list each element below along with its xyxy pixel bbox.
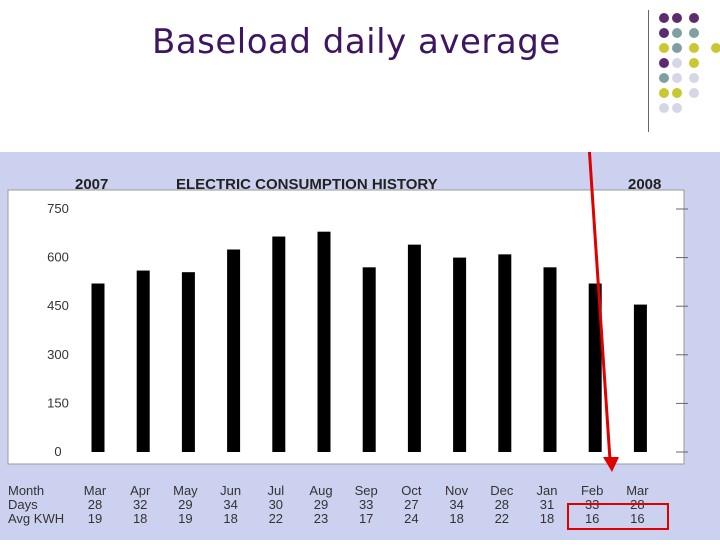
days-value: 33 [359,497,373,512]
decorative-dot [672,13,682,23]
title-divider-line [648,10,649,132]
month-label: Dec [490,483,514,498]
days-value: 34 [449,497,463,512]
chart-title: ELECTRIC CONSUMPTION HISTORY [176,176,438,193]
avg-kwh-value: 24 [404,511,418,526]
bar [272,236,286,452]
decorative-dot [689,43,699,53]
y-tick-label: 300 [47,347,69,362]
highlight-box [567,503,669,530]
month-label: Oct [401,483,422,498]
days-value: 28 [495,497,509,512]
chart-panel: 2007 ELECTRIC CONSUMPTION HISTORY 2008 7… [0,54,720,540]
bar [633,304,647,452]
month-label: Feb [581,483,603,498]
days-value: 30 [269,497,283,512]
bar [136,270,150,452]
consumption-chart: 2007 ELECTRIC CONSUMPTION HISTORY 2008 7… [7,54,688,530]
decorative-dot [659,103,669,113]
avg-kwh-value: 22 [269,511,283,526]
decorative-dot-grid [659,13,720,113]
month-label: Mar [84,483,107,498]
y-tick-label: 750 [47,201,69,216]
decorative-dot [689,88,699,98]
avg-kwh-value: 16 [585,511,599,526]
decorative-dot [689,73,699,83]
avg-kwh-value: 17 [359,511,373,526]
bar [407,244,421,452]
bar [227,249,241,452]
decorative-dot [672,43,682,53]
days-value: 27 [404,497,418,512]
avg-kwh-value: 23 [314,511,328,526]
bar [181,272,195,452]
y-tick-label: 450 [47,298,69,313]
plot-area [7,189,685,465]
avg-kwh-value: 19 [88,511,102,526]
bar [498,254,512,452]
avg-kwh-value: 18 [133,511,147,526]
decorative-dot [689,58,699,68]
year-left-label: 2007 [75,176,108,193]
bar [453,257,467,452]
decorative-dot [672,88,682,98]
month-label: May [173,483,198,498]
decorative-dot [672,28,682,38]
days-value: 31 [540,497,554,512]
month-label: Apr [130,483,151,498]
decorative-dot [659,88,669,98]
avg-kwh-value: 18 [223,511,237,526]
month-label: Jun [220,483,241,498]
month-label: Nov [445,483,469,498]
y-tick-label: 150 [47,395,69,410]
y-tick-label: 0 [54,444,61,459]
month-label: Sep [355,483,378,498]
table-row-label: Avg KWH [8,511,64,526]
decorative-dot [659,73,669,83]
decorative-dot [689,13,699,23]
bar [588,283,602,452]
bar [91,283,105,452]
days-value: 32 [133,497,147,512]
avg-kwh-value: 18 [540,511,554,526]
decorative-dot [659,43,669,53]
table-row-label: Month [8,483,44,498]
slide-title: Baseload daily average [152,22,561,62]
avg-kwh-value: 19 [178,511,192,526]
decorative-dot [689,28,699,38]
decorative-dot [672,73,682,83]
month-label: Jul [267,483,284,498]
decorative-dot [659,58,669,68]
table-row-label: Days [8,497,38,512]
month-label: Jan [537,483,558,498]
days-value: 34 [223,497,237,512]
decorative-dot [711,43,720,53]
bar [543,267,557,452]
month-label: Aug [309,483,332,498]
decorative-dot [659,28,669,38]
days-value: 29 [314,497,328,512]
bar [317,231,331,452]
decorative-dot [672,103,682,113]
days-value: 28 [88,497,102,512]
avg-kwh-value: 22 [495,511,509,526]
year-right-label: 2008 [628,176,661,193]
days-value: 29 [178,497,192,512]
decorative-dot [672,58,682,68]
avg-kwh-value: 18 [449,511,463,526]
annotation-arrowhead [603,457,619,472]
y-tick-label: 600 [47,250,69,265]
avg-kwh-value: 16 [630,511,644,526]
month-label: Mar [626,483,649,498]
bar [362,267,376,452]
decorative-dot [659,13,669,23]
